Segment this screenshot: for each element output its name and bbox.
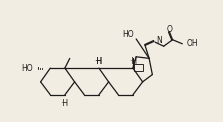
Text: OH: OH [187, 39, 198, 48]
Text: O: O [166, 25, 172, 34]
Text: ·H: ·H [129, 57, 137, 66]
Text: ·H: ·H [60, 99, 68, 108]
Text: N: N [156, 36, 162, 45]
Text: HO: HO [122, 30, 134, 39]
Text: ·H: ·H [94, 57, 102, 66]
Text: ·H: ·H [94, 57, 102, 66]
Text: HO: HO [21, 64, 33, 73]
